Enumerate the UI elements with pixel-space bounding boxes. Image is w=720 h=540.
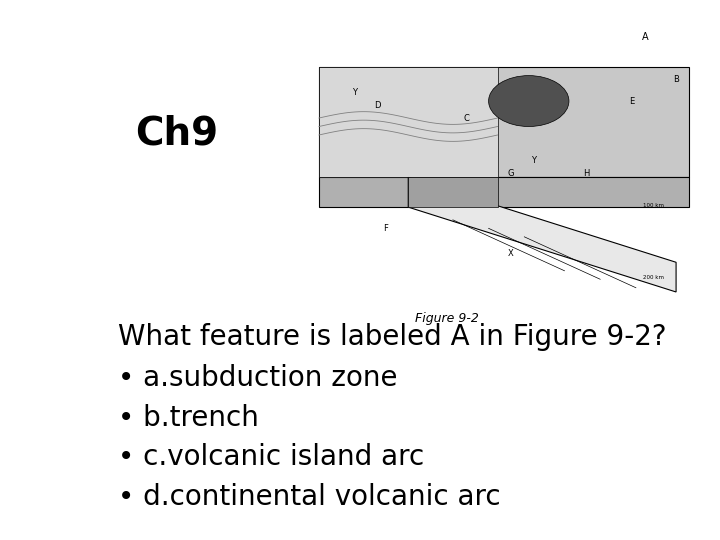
Text: H: H: [584, 168, 590, 178]
Polygon shape: [319, 178, 690, 207]
Text: • c.volcanic island arc: • c.volcanic island arc: [118, 443, 424, 471]
Text: Y: Y: [352, 88, 357, 97]
Text: D: D: [374, 101, 380, 110]
Text: • d.continental volcanic arc: • d.continental volcanic arc: [118, 483, 500, 511]
Text: A: A: [642, 32, 648, 43]
Polygon shape: [408, 178, 676, 292]
Text: F: F: [384, 224, 388, 233]
Polygon shape: [319, 67, 690, 178]
Polygon shape: [319, 67, 498, 178]
Text: Ch9: Ch9: [135, 114, 217, 153]
Text: B: B: [673, 76, 679, 84]
Text: E: E: [629, 97, 634, 105]
Text: G: G: [508, 168, 514, 178]
Polygon shape: [408, 178, 498, 207]
Text: • b.trench: • b.trench: [118, 404, 258, 431]
Text: 100 km: 100 km: [643, 203, 665, 208]
Text: C: C: [464, 113, 469, 123]
Text: What feature is labeled A in Figure 9-2?: What feature is labeled A in Figure 9-2?: [118, 322, 667, 350]
Text: Y: Y: [531, 156, 536, 165]
Text: 200 km: 200 km: [643, 275, 665, 280]
Ellipse shape: [489, 76, 569, 126]
Text: • a.subduction zone: • a.subduction zone: [118, 364, 397, 392]
Text: X: X: [508, 249, 514, 258]
Text: Figure 9-2: Figure 9-2: [415, 312, 479, 325]
